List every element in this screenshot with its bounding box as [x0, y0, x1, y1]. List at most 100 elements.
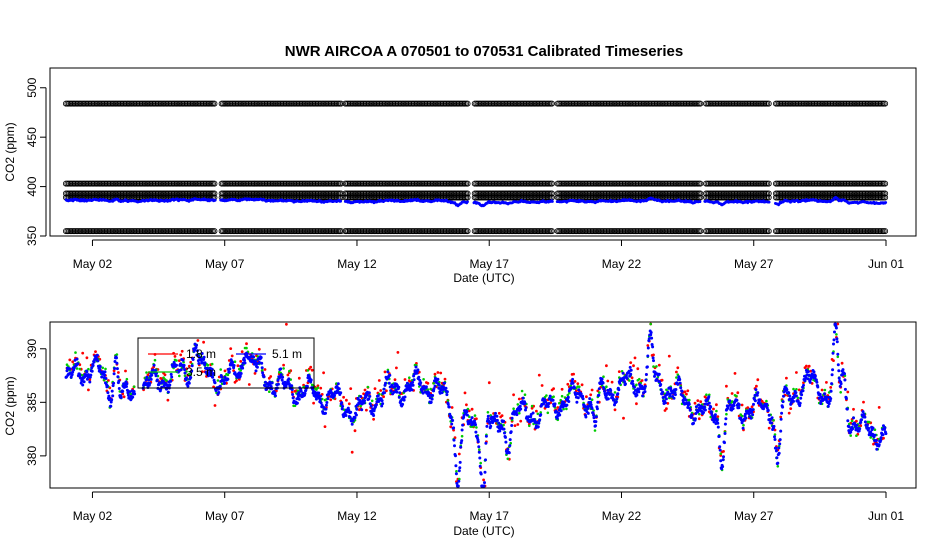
standard-point: [297, 228, 304, 235]
standard-point: [774, 228, 781, 235]
series-1-8-m-point: [632, 364, 635, 368]
standard-point: [81, 228, 88, 235]
standard-point: [841, 228, 848, 235]
standard-point: [514, 190, 521, 197]
standard-point: [422, 100, 429, 107]
standard-point: [559, 190, 566, 197]
standard-point: [249, 190, 256, 197]
standard-point: [262, 228, 269, 235]
standard-point: [169, 100, 176, 107]
series-3-5-m-point: [468, 415, 471, 419]
series-3-5-m-point: [486, 411, 490, 414]
standard-point: [591, 190, 598, 197]
standard-point: [477, 194, 484, 201]
standard-point: [257, 190, 264, 197]
series-3-5-m-point: [850, 419, 854, 423]
series-1-8-m-point: [676, 366, 680, 370]
standard-point: [500, 100, 507, 107]
standard-point: [451, 228, 458, 235]
standard-point: [275, 228, 282, 235]
standard-point: [196, 100, 203, 107]
series-1-8-m-point: [697, 417, 701, 421]
standard-point: [591, 180, 598, 187]
standard-point: [588, 100, 595, 107]
standard-point: [697, 228, 704, 235]
standard-point: [623, 228, 630, 235]
standard-point: [90, 100, 97, 107]
standard-point: [528, 100, 535, 107]
standard-point: [345, 228, 352, 235]
standard-point: [252, 180, 259, 187]
standard-point: [829, 228, 836, 235]
standard-point: [484, 180, 491, 187]
standard-point: [458, 228, 465, 235]
standard-point: [873, 190, 880, 197]
standard-point: [422, 228, 429, 235]
series-1-8-m-point: [146, 373, 150, 377]
standard-point: [806, 180, 813, 187]
standard-point: [342, 228, 349, 235]
standard-point: [514, 180, 521, 187]
standard-point: [113, 180, 120, 187]
standard-point: [623, 180, 630, 187]
series-1-8-m-point: [660, 378, 664, 382]
standard-point: [573, 180, 580, 187]
standard-point: [97, 100, 104, 107]
standard-point: [483, 100, 490, 107]
standard-point: [573, 190, 580, 197]
series-1-8-m-point: [712, 407, 715, 411]
standard-point: [87, 190, 94, 197]
standard-point: [825, 180, 832, 187]
standard-point: [438, 100, 445, 107]
series-3-5-m-point: [523, 393, 527, 397]
standard-point: [877, 190, 884, 197]
series-1-8-m-point: [825, 381, 828, 384]
series-5-1-m-point: [103, 370, 107, 374]
standard-point: [554, 100, 561, 107]
standard-point: [169, 228, 176, 235]
standard-point: [557, 180, 564, 187]
standard-point: [857, 180, 864, 187]
standard-point: [803, 180, 810, 187]
series-1-8-m-point: [640, 379, 644, 382]
standard-point: [882, 194, 889, 201]
standard-point: [161, 228, 168, 235]
standard-point: [503, 190, 510, 197]
standard-point: [783, 180, 790, 187]
standard-point: [697, 194, 704, 201]
standard-point: [557, 100, 564, 107]
standard-point: [809, 180, 816, 187]
standard-point: [329, 100, 336, 107]
standard-point: [483, 180, 490, 187]
standard-point: [84, 100, 91, 107]
standard-point: [397, 228, 404, 235]
series-5-1-m-point: [90, 366, 94, 370]
standard-point: [764, 190, 771, 197]
standard-point: [254, 100, 261, 107]
standard-point: [512, 190, 519, 197]
series-3-5-m-point: [206, 363, 210, 367]
standard-point: [777, 190, 784, 197]
standard-point: [735, 190, 742, 197]
standard-point: [554, 194, 561, 201]
standard-point: [620, 180, 627, 187]
standard-point: [543, 194, 550, 201]
series-1-8-m-point: [309, 365, 313, 369]
standard-point: [281, 190, 288, 197]
series-5-1-m-point: [70, 373, 74, 376]
standard-point: [655, 228, 662, 235]
standard-point: [92, 228, 99, 235]
series-1-8-m-point: [322, 371, 325, 375]
standard-point: [758, 228, 765, 235]
series-1-8-m-point: [516, 423, 520, 426]
sample-point: [767, 200, 771, 204]
standard-point: [164, 228, 171, 235]
standard-point: [393, 100, 400, 107]
series-3-5-m-point: [528, 424, 531, 428]
standard-point: [103, 228, 110, 235]
standard-point: [658, 228, 665, 235]
standard-point: [655, 190, 662, 197]
standard-point: [174, 180, 181, 187]
standard-point: [371, 180, 378, 187]
series-1-8-m-point: [666, 402, 670, 405]
